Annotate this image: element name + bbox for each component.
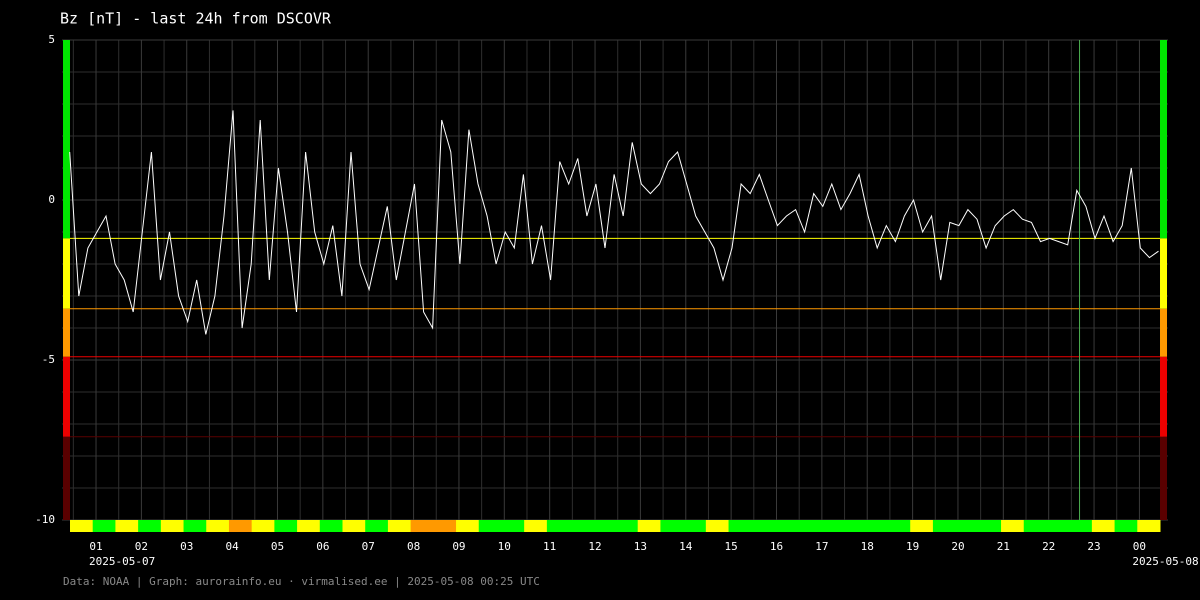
status-segment	[773, 520, 798, 532]
status-segment	[796, 520, 820, 532]
level-band	[63, 40, 70, 239]
data-line	[69, 110, 1159, 335]
x-tick-label: 03	[180, 540, 193, 553]
y-tick-label: 5	[48, 33, 55, 46]
x-tick-label: 07	[362, 540, 375, 553]
status-segment	[478, 520, 502, 532]
level-band	[63, 308, 70, 357]
status-segment	[1001, 520, 1025, 532]
status-segment	[932, 520, 957, 532]
x-tick-label: 08	[407, 540, 420, 553]
status-segment	[955, 520, 979, 532]
x-tick-label: 04	[225, 540, 239, 553]
status-segment	[138, 520, 162, 532]
status-segment	[115, 520, 139, 532]
status-segment	[887, 520, 911, 532]
x-tick-label: 16	[770, 540, 783, 553]
status-segment	[751, 520, 775, 532]
status-segment	[183, 520, 207, 532]
level-band	[1160, 356, 1167, 437]
x-tick-label: 05	[271, 540, 284, 553]
x-tick-label: 23	[1087, 540, 1100, 553]
x-tick-label: 22	[1042, 540, 1055, 553]
status-segment	[1137, 520, 1161, 532]
status-segment	[274, 520, 298, 532]
status-segment	[592, 520, 616, 532]
status-segment	[842, 520, 866, 532]
y-tick-label: -10	[35, 513, 55, 526]
x-tick-label: 10	[498, 540, 511, 553]
status-segment	[92, 520, 116, 532]
x-tick-label: 17	[815, 540, 828, 553]
status-segment	[910, 520, 934, 532]
status-segment	[319, 520, 343, 532]
y-tick-label: 0	[48, 193, 55, 206]
x-tick-label: 06	[316, 540, 329, 553]
x-tick-label: 15	[725, 540, 738, 553]
level-band	[1160, 238, 1167, 309]
status-segment	[819, 520, 843, 532]
x-tick-label: 00	[1133, 540, 1146, 553]
status-segment	[1046, 520, 1070, 532]
status-segment	[569, 520, 593, 532]
status-segment	[228, 520, 253, 532]
level-band	[1160, 40, 1167, 239]
status-segment	[410, 520, 434, 532]
status-segment	[433, 520, 457, 532]
x-tick-label: 09	[452, 540, 465, 553]
level-band	[63, 436, 70, 520]
status-segment	[864, 520, 888, 532]
chart-title: Bz [nT] - last 24h from DSCOVR	[60, 10, 332, 28]
status-segment	[456, 520, 480, 532]
status-segment	[342, 520, 366, 532]
x-tick-label: 20	[951, 540, 964, 553]
date-label: 2025-05-08	[1132, 555, 1198, 568]
status-segment	[1023, 520, 1047, 532]
status-segment	[705, 520, 730, 532]
x-tick-label: 14	[679, 540, 693, 553]
status-segment	[978, 520, 1002, 532]
level-band	[1160, 308, 1167, 357]
date-label: 2025-05-07	[89, 555, 155, 568]
status-segment	[387, 520, 412, 532]
level-band	[63, 238, 70, 309]
x-tick-label: 12	[588, 540, 601, 553]
status-segment	[70, 520, 94, 532]
y-tick-label: -5	[42, 353, 55, 366]
status-segment	[206, 520, 230, 532]
x-tick-label: 02	[135, 540, 148, 553]
x-tick-label: 01	[89, 540, 102, 553]
status-segment	[501, 520, 525, 532]
status-segment	[660, 520, 684, 532]
status-segment	[1091, 520, 1116, 532]
x-tick-label: 13	[634, 540, 647, 553]
status-segment	[1069, 520, 1093, 532]
status-segment	[637, 520, 661, 532]
status-segment	[1114, 520, 1138, 532]
status-segment	[728, 520, 752, 532]
x-tick-label: 18	[861, 540, 874, 553]
status-segment	[524, 520, 548, 532]
x-tick-label: 19	[906, 540, 919, 553]
status-segment	[160, 520, 185, 532]
level-band	[63, 356, 70, 437]
status-segment	[251, 520, 275, 532]
status-segment	[615, 520, 639, 532]
status-segment	[546, 520, 571, 532]
level-band	[1160, 436, 1167, 520]
status-segment	[365, 520, 389, 532]
x-tick-label: 11	[543, 540, 556, 553]
status-segment	[683, 520, 707, 532]
footer: Data: NOAA | Graph: aurorainfo.eu · virm…	[63, 575, 540, 588]
status-segment	[297, 520, 321, 532]
x-tick-label: 21	[997, 540, 1010, 553]
